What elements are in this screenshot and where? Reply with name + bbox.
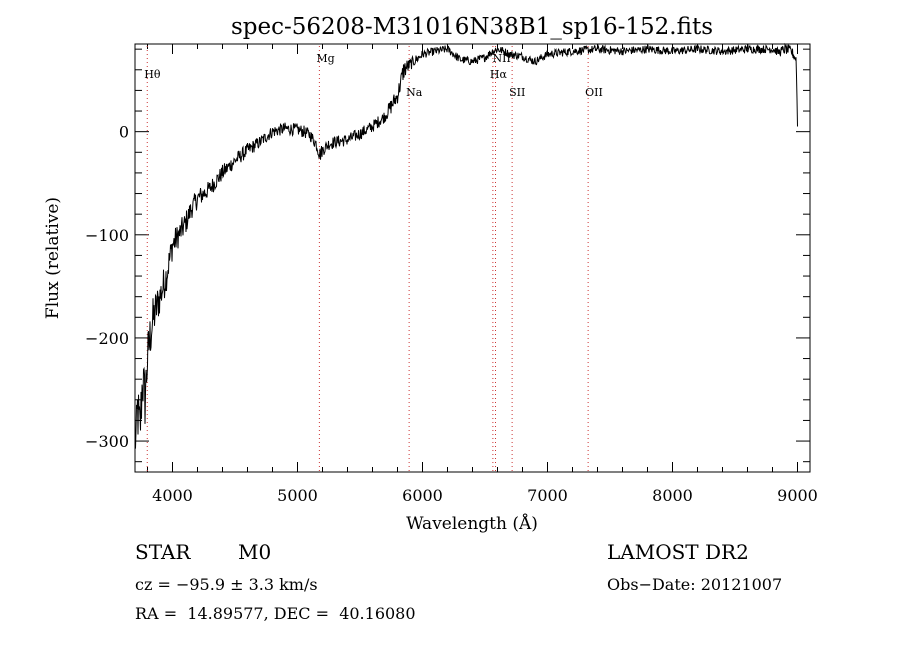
chart-title: spec-56208-M31016N38B1_sp16-152.fits <box>231 14 713 40</box>
x-tick-label: 6000 <box>402 486 443 505</box>
y-tick-label: −200 <box>85 329 129 348</box>
x-tick-label: 9000 <box>777 486 818 505</box>
x-tick-label: 8000 <box>652 486 693 505</box>
spectral-line-label: Hα <box>490 68 508 81</box>
observation-date: Obs−Date: 20121007 <box>607 575 783 594</box>
velocity-readout: cz = −95.9 ± 3.3 km/s <box>135 575 318 594</box>
object-class: STAR <box>135 540 191 564</box>
x-tick-label: 5000 <box>277 486 318 505</box>
x-axis-label: Wavelength (Å) <box>406 513 538 534</box>
y-tick-label: −100 <box>85 226 129 245</box>
spectral-line-label: Hθ <box>144 68 161 81</box>
y-tick-label: −300 <box>85 432 129 451</box>
object-subclass: M0 <box>238 540 272 564</box>
spectral-line-label: Na <box>406 86 423 99</box>
coordinates-readout: RA = 14.89577, DEC = 40.16080 <box>135 604 416 623</box>
spectral-line-label: Mg <box>316 52 334 65</box>
x-tick-label: 4000 <box>152 486 193 505</box>
plot-frame <box>134 43 811 473</box>
x-tick-label: 7000 <box>527 486 568 505</box>
survey-name: LAMOST DR2 <box>607 540 749 564</box>
spectral-line-label: SII <box>509 86 525 99</box>
y-axis-label: Flux (relative) <box>43 197 63 319</box>
spectral-line-label: OII <box>585 86 603 99</box>
spectrum-line <box>134 42 798 450</box>
y-tick-label: 0 <box>119 123 129 142</box>
